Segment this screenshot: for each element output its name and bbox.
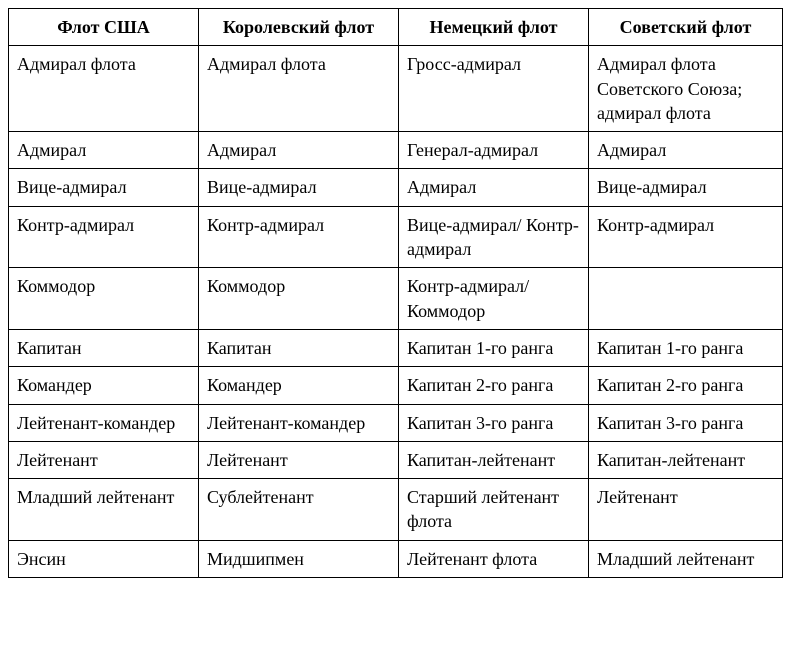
table-cell: Вице-адмирал xyxy=(589,169,783,206)
table-cell: Мидшипмен xyxy=(199,540,399,577)
table-cell: Капитан 3-го ранга xyxy=(589,404,783,441)
table-cell: Лейтенант флота xyxy=(399,540,589,577)
table-cell: Капитан 3-го ранга xyxy=(399,404,589,441)
table-cell: Капитан 1-го ранга xyxy=(399,329,589,366)
table-row: Контр-адмирал Контр-адмирал Вице-адмирал… xyxy=(9,206,783,268)
table-cell: Энсин xyxy=(9,540,199,577)
table-cell: Лейтенант-командер xyxy=(9,404,199,441)
table-row: Коммодор Коммодор Контр-адмирал/ Коммодо… xyxy=(9,268,783,330)
table-cell: Капитан xyxy=(199,329,399,366)
table-cell: Адмирал xyxy=(399,169,589,206)
table-cell: Контр-адмирал xyxy=(589,206,783,268)
table-cell: Лейтенант xyxy=(9,441,199,478)
table-row: Лейтенант Лейтенант Капитан-лейтенант Ка… xyxy=(9,441,783,478)
table-row: Адмирал флота Адмирал флота Гросс-адмира… xyxy=(9,46,783,132)
table-cell: Адмирал xyxy=(199,132,399,169)
table-row: Адмирал Адмирал Генерал-адмирал Адмирал xyxy=(9,132,783,169)
table-cell: Коммодор xyxy=(9,268,199,330)
table-header-row: Флот США Королевский флот Немецкий флот … xyxy=(9,9,783,46)
table-cell: Сублейтенант xyxy=(199,479,399,541)
table-cell: Коммодор xyxy=(199,268,399,330)
table-cell: Контр-адмирал/ Коммодор xyxy=(399,268,589,330)
table-cell: Адмирал xyxy=(9,132,199,169)
table-cell: Капитан-лейтенант xyxy=(399,441,589,478)
table-row: Младший лейтенант Сублейтенант Старший л… xyxy=(9,479,783,541)
ranks-table: Флот США Королевский флот Немецкий флот … xyxy=(8,8,783,578)
table-row: Вице-адмирал Вице-адмирал Адмирал Вице-а… xyxy=(9,169,783,206)
table-cell: Капитан 2-го ранга xyxy=(399,367,589,404)
table-cell: Лейтенант-коман­дер xyxy=(199,404,399,441)
table-cell: Капитан xyxy=(9,329,199,366)
table-row: Лейтенант-командер Лейтенант-коман­дер К… xyxy=(9,404,783,441)
table-cell: Лейтенант xyxy=(589,479,783,541)
table-cell: Вице-адмирал xyxy=(199,169,399,206)
table-cell: Капитан 2-го ранга xyxy=(589,367,783,404)
table-cell: Контр-адмирал xyxy=(199,206,399,268)
table-cell: Вице-адмирал xyxy=(9,169,199,206)
table-cell: Младший лейтенант xyxy=(589,540,783,577)
col-header: Флот США xyxy=(9,9,199,46)
table-cell: Младший лейтенант xyxy=(9,479,199,541)
table-cell: Генерал-адмирал xyxy=(399,132,589,169)
table-cell: Капитан-лейтенант xyxy=(589,441,783,478)
table-cell xyxy=(589,268,783,330)
table-cell: Адмирал xyxy=(589,132,783,169)
col-header: Немецкий флот xyxy=(399,9,589,46)
table-row: Капитан Капитан Капитан 1-го ранга Капит… xyxy=(9,329,783,366)
col-header: Советский флот xyxy=(589,9,783,46)
table-cell: Адмирал флота Советского Союза; адмирал … xyxy=(589,46,783,132)
table-cell: Адмирал флота xyxy=(9,46,199,132)
col-header: Королевский флот xyxy=(199,9,399,46)
table-cell: Лейтенант xyxy=(199,441,399,478)
table-cell: Старший лейтенант флота xyxy=(399,479,589,541)
table-cell: Вице-адмирал/ Контр-адмирал xyxy=(399,206,589,268)
table-cell: Капитан 1-го ранга xyxy=(589,329,783,366)
table-row: Энсин Мидшипмен Лейтенант флота Младший … xyxy=(9,540,783,577)
table-cell: Командер xyxy=(199,367,399,404)
table-row: Командер Командер Капитан 2-го ранга Кап… xyxy=(9,367,783,404)
table-cell: Командер xyxy=(9,367,199,404)
table-cell: Контр-адмирал xyxy=(9,206,199,268)
table-cell: Адмирал флота xyxy=(199,46,399,132)
table-cell: Гросс-адмирал xyxy=(399,46,589,132)
